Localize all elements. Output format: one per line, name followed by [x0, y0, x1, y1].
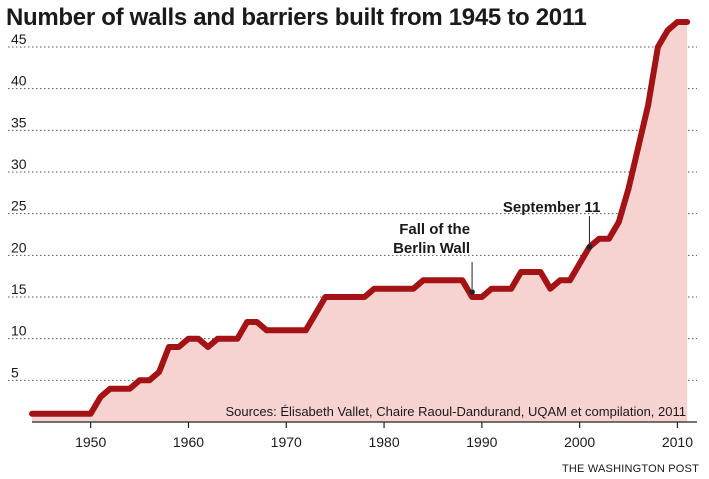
annotation-label-berlin-wall: Berlin Wall — [393, 240, 470, 257]
y-tick-label: 15 — [11, 281, 27, 297]
x-axis-ticks: 1950 1960 1970 1980 1990 2000 2010 — [75, 422, 693, 450]
annotations: Fall of the Berlin Wall September 11 — [393, 199, 600, 295]
annotation-marker — [586, 244, 593, 250]
annotation-label-september-11: September 11 — [503, 199, 601, 216]
x-tick-label: 1990 — [466, 434, 497, 450]
x-tick-label: 1980 — [368, 434, 399, 450]
y-tick-label: 5 — [11, 364, 19, 380]
annotation-marker — [469, 289, 475, 295]
x-tick-label: 1950 — [75, 434, 106, 450]
y-tick-label: 40 — [11, 73, 27, 89]
y-tick-label: 25 — [11, 198, 27, 214]
x-tick-label: 1970 — [271, 434, 302, 450]
credit-label: THE WASHINGTON POST — [561, 463, 699, 475]
series-line — [29, 19, 691, 417]
y-tick-label: 10 — [11, 323, 27, 339]
y-axis-ticks: 5 10 15 20 25 30 35 40 45 — [11, 31, 27, 380]
y-tick-label: 35 — [11, 114, 27, 130]
y-tick-label: 45 — [11, 31, 27, 47]
x-tick-label: 2010 — [662, 434, 693, 450]
y-tick-label: 30 — [11, 156, 27, 172]
x-tick-label: 2000 — [564, 434, 595, 450]
y-tick-label: 20 — [11, 239, 27, 255]
x-tick-label: 1960 — [173, 434, 204, 450]
area-fill — [32, 22, 688, 422]
source-note: Sources: Élisabeth Vallet, Chaire Raoul-… — [225, 404, 686, 419]
annotation-label-berlin-wall: Fall of the — [399, 221, 470, 238]
chart-title: Number of walls and barriers built from … — [6, 4, 587, 31]
